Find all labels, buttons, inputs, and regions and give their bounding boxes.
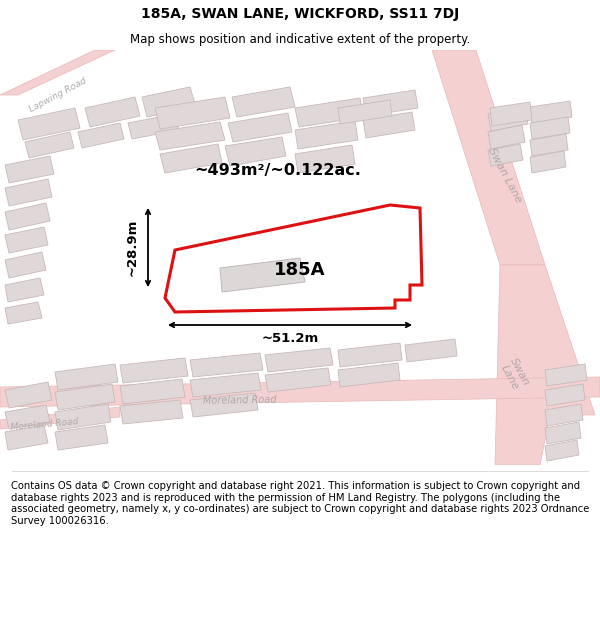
Polygon shape (488, 125, 525, 149)
Polygon shape (232, 87, 295, 117)
Polygon shape (160, 144, 222, 173)
Polygon shape (55, 425, 108, 450)
Polygon shape (488, 144, 523, 166)
Polygon shape (545, 384, 585, 406)
Polygon shape (165, 205, 422, 312)
Polygon shape (190, 373, 261, 397)
Polygon shape (545, 422, 581, 444)
Polygon shape (225, 137, 286, 166)
Polygon shape (85, 97, 140, 127)
Polygon shape (295, 145, 355, 173)
Polygon shape (142, 87, 196, 117)
Polygon shape (120, 400, 183, 424)
Polygon shape (530, 101, 572, 123)
Text: Contains OS data © Crown copyright and database right 2021. This information is : Contains OS data © Crown copyright and d… (11, 481, 589, 526)
Polygon shape (220, 258, 305, 292)
Text: Lapwing Road: Lapwing Road (28, 76, 88, 114)
Polygon shape (5, 227, 48, 253)
Polygon shape (295, 121, 358, 149)
Text: Moreland Road: Moreland Road (11, 418, 79, 432)
Polygon shape (488, 107, 528, 131)
Polygon shape (5, 156, 54, 183)
Polygon shape (5, 252, 46, 278)
Polygon shape (295, 98, 364, 127)
Polygon shape (405, 339, 457, 362)
Polygon shape (338, 100, 392, 124)
Polygon shape (265, 368, 331, 392)
Polygon shape (128, 114, 179, 139)
Text: Map shows position and indicative extent of the property.: Map shows position and indicative extent… (130, 32, 470, 46)
Polygon shape (55, 384, 115, 410)
Polygon shape (5, 382, 52, 408)
Polygon shape (495, 265, 595, 465)
Polygon shape (5, 179, 52, 206)
Text: ~493m²/~0.122ac.: ~493m²/~0.122ac. (194, 162, 361, 177)
Polygon shape (0, 50, 115, 95)
Text: 185A, SWAN LANE, WICKFORD, SS11 7DJ: 185A, SWAN LANE, WICKFORD, SS11 7DJ (141, 7, 459, 21)
Polygon shape (5, 278, 44, 302)
Text: ~28.9m: ~28.9m (125, 219, 139, 276)
Polygon shape (545, 404, 583, 426)
Polygon shape (190, 353, 263, 377)
Polygon shape (55, 404, 111, 430)
Polygon shape (5, 302, 42, 324)
Polygon shape (55, 364, 118, 390)
Polygon shape (18, 108, 80, 140)
Polygon shape (0, 407, 120, 429)
Polygon shape (363, 112, 415, 138)
Polygon shape (155, 97, 230, 129)
Polygon shape (265, 348, 333, 372)
Polygon shape (363, 90, 418, 116)
Polygon shape (545, 364, 587, 386)
Polygon shape (190, 393, 258, 417)
Polygon shape (530, 134, 568, 156)
Polygon shape (5, 203, 50, 230)
Polygon shape (545, 440, 579, 461)
Polygon shape (432, 50, 545, 265)
Text: 185A: 185A (274, 261, 326, 279)
Polygon shape (530, 151, 566, 173)
Polygon shape (155, 122, 225, 150)
Polygon shape (338, 363, 400, 387)
Polygon shape (5, 425, 48, 450)
Polygon shape (228, 113, 292, 142)
Polygon shape (5, 405, 50, 429)
Polygon shape (490, 102, 532, 126)
Polygon shape (0, 377, 600, 407)
Text: Swan
Lane: Swan Lane (499, 357, 532, 393)
Polygon shape (78, 123, 124, 148)
Text: ~51.2m: ~51.2m (262, 332, 319, 346)
Polygon shape (530, 117, 570, 139)
Polygon shape (338, 343, 402, 367)
Polygon shape (25, 132, 74, 158)
Polygon shape (120, 379, 185, 404)
Text: Swan Lane: Swan Lane (487, 146, 524, 204)
Polygon shape (120, 358, 188, 383)
Text: Moreland Road: Moreland Road (203, 394, 277, 406)
